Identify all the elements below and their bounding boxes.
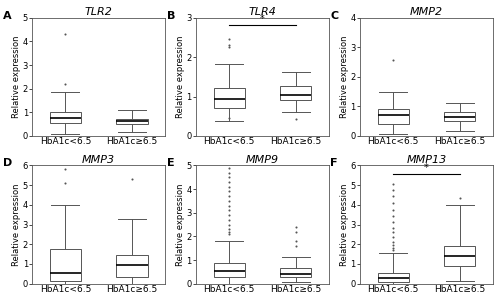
- Bar: [116, 119, 148, 124]
- Title: MMP9: MMP9: [246, 155, 279, 165]
- Bar: [280, 85, 312, 100]
- Text: D: D: [2, 158, 12, 168]
- Bar: [50, 249, 81, 281]
- Text: B: B: [166, 11, 175, 21]
- Y-axis label: Relative expression: Relative expression: [340, 183, 349, 266]
- Title: MMP2: MMP2: [410, 7, 443, 17]
- Bar: [280, 268, 312, 277]
- Text: C: C: [330, 11, 338, 21]
- Title: MMP3: MMP3: [82, 155, 115, 165]
- Y-axis label: Relative expression: Relative expression: [12, 36, 21, 118]
- Text: A: A: [2, 11, 12, 21]
- Bar: [214, 88, 245, 107]
- Y-axis label: Relative expression: Relative expression: [176, 183, 185, 266]
- Text: *: *: [424, 163, 429, 173]
- Bar: [214, 263, 245, 277]
- Text: *: *: [260, 14, 265, 24]
- Text: F: F: [330, 158, 338, 168]
- Text: E: E: [166, 158, 174, 168]
- Title: MMP13: MMP13: [406, 155, 447, 165]
- Bar: [116, 255, 148, 277]
- Bar: [444, 246, 476, 266]
- Bar: [378, 273, 408, 282]
- Bar: [444, 112, 476, 121]
- Bar: [378, 109, 408, 123]
- Bar: [50, 112, 81, 123]
- Y-axis label: Relative expression: Relative expression: [340, 36, 349, 118]
- Y-axis label: Relative expression: Relative expression: [176, 36, 185, 118]
- Title: TLR2: TLR2: [84, 7, 112, 17]
- Title: TLR4: TLR4: [248, 7, 276, 17]
- Y-axis label: Relative expression: Relative expression: [12, 183, 21, 266]
